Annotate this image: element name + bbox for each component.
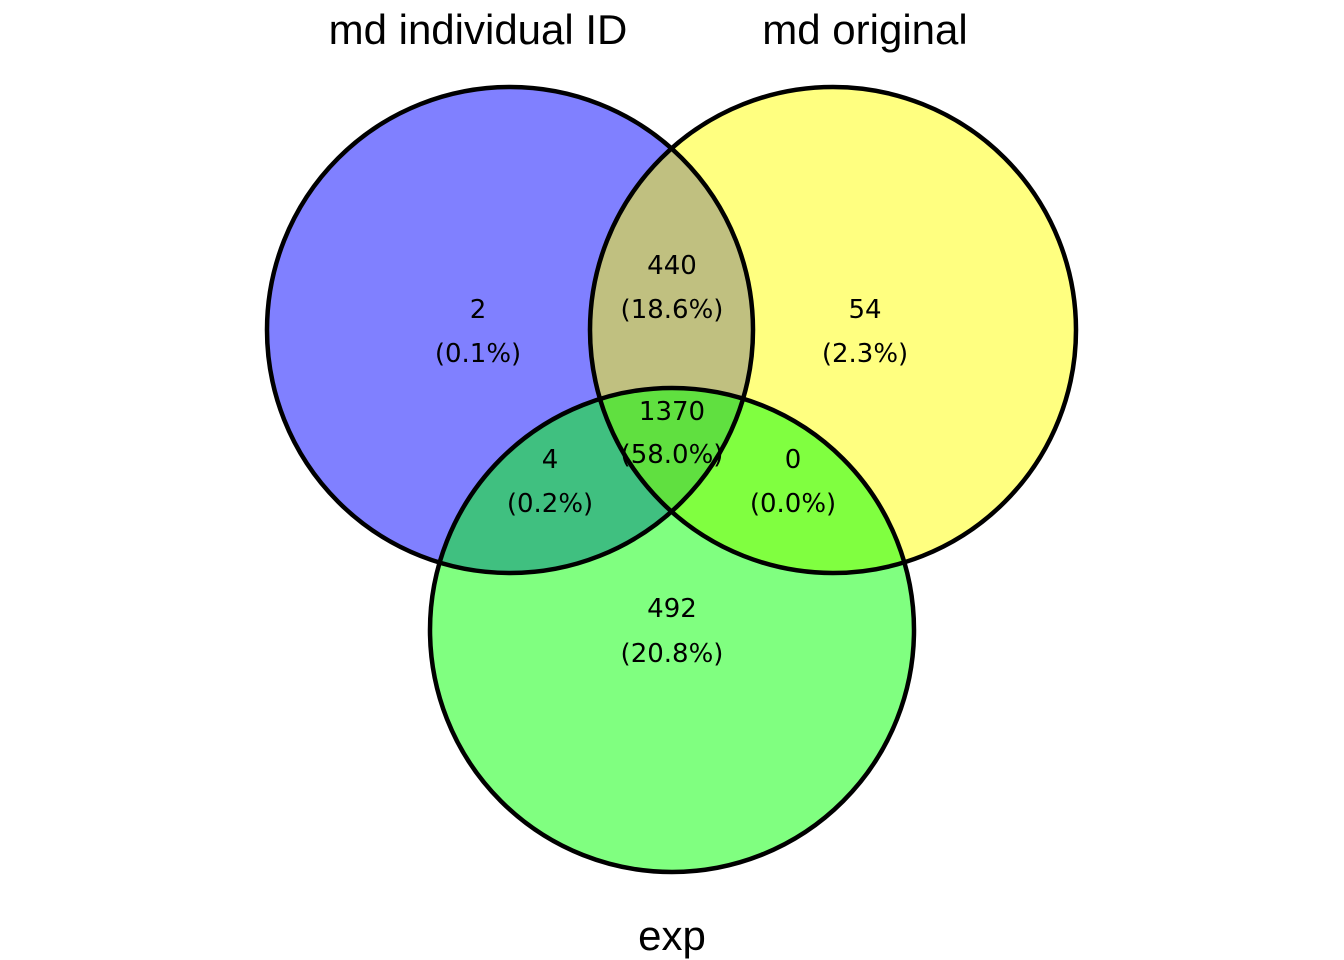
overlap-fill-bc bbox=[590, 388, 914, 573]
region-pct-a-only: (0.1%) bbox=[435, 339, 521, 369]
region-pct-bc: (0.0%) bbox=[750, 489, 836, 519]
region-count-c-only: 492 bbox=[647, 594, 697, 624]
region-pct-ac: (0.2%) bbox=[507, 489, 593, 519]
region-count-ab: 440 bbox=[647, 251, 697, 281]
region-pct-b-only: (2.3%) bbox=[822, 339, 908, 369]
set-circle-outline-md-individual-id bbox=[264, 84, 756, 576]
set-label-md-individual-id: md individual ID bbox=[329, 6, 628, 53]
region-pct-c-only: (20.8%) bbox=[621, 639, 724, 669]
region-count-ac: 4 bbox=[542, 445, 559, 475]
set-label-md-original: md original bbox=[762, 6, 967, 53]
region-count-abc: 1370 bbox=[639, 397, 705, 427]
set-label-exp: exp bbox=[638, 912, 706, 959]
region-count-bc: 0 bbox=[785, 445, 802, 475]
region-pct-ab: (18.6%) bbox=[621, 295, 724, 325]
region-pct-abc: (58.0%) bbox=[621, 440, 724, 470]
region-count-b-only: 54 bbox=[848, 295, 881, 325]
set-circle-outline-exp bbox=[427, 385, 917, 875]
overlap-fill-ac bbox=[430, 388, 753, 573]
set-circle-outline-md-original bbox=[587, 84, 1079, 576]
region-count-a-only: 2 bbox=[470, 295, 487, 325]
